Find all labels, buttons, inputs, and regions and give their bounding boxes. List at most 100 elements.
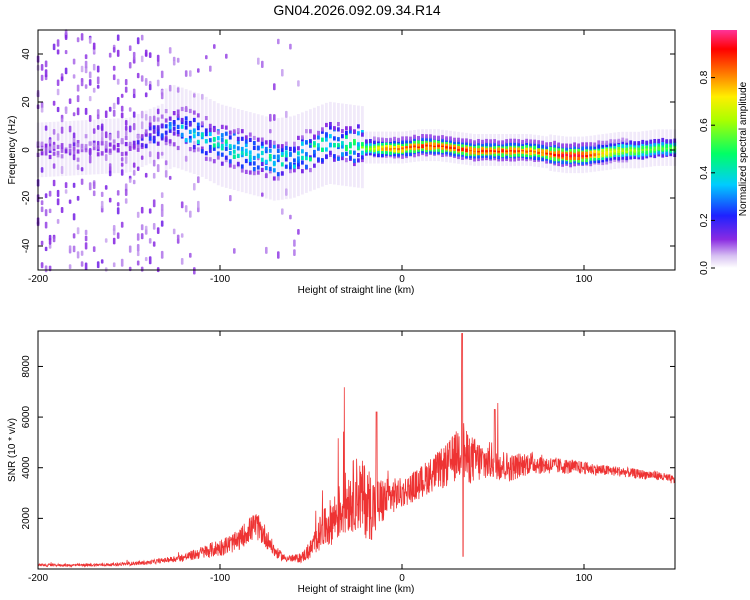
snr-xtick-label: 100	[576, 573, 593, 584]
spectrogram-cell	[457, 152, 460, 157]
spectrogram-cell	[224, 146, 228, 151]
snr-frame	[37, 330, 676, 570]
spectrogram-cell	[665, 151, 669, 156]
spectrogram-cell	[220, 152, 224, 157]
spectrogram-cell	[172, 111, 176, 116]
spectrogram-cell	[357, 153, 360, 158]
spectrogram-speckle	[120, 221, 124, 228]
spectrogram-cell	[641, 145, 645, 150]
spectrogram-speckle	[44, 209, 48, 217]
spectrogram-cell	[240, 129, 244, 134]
spectrogram-cell	[321, 147, 324, 152]
spectrogram-cell	[301, 155, 304, 160]
spectrogram-cell	[601, 143, 605, 148]
spectrogram-speckle	[108, 106, 112, 112]
spectrogram-cell	[481, 156, 484, 161]
spectrogram-speckle	[124, 120, 128, 126]
spectrogram-cell	[337, 122, 340, 127]
spectrogram-cell	[289, 146, 292, 151]
spectrogram-cell	[621, 155, 625, 160]
spectrogram-cell	[585, 160, 588, 165]
spectrogram-cell	[280, 162, 284, 167]
snr-ytick-label: 2000	[21, 507, 32, 530]
spectrogram-cell	[297, 151, 300, 156]
spectrogram-cell	[429, 149, 432, 154]
spectrogram-cell	[597, 153, 601, 158]
spectrogram-cell	[40, 146, 44, 151]
spectrogram-speckle	[132, 88, 136, 95]
spectrogram-speckle	[96, 84, 100, 89]
spectrogram-cell	[216, 155, 220, 160]
spectrogram-speckle	[80, 33, 84, 41]
spectrogram-cell	[429, 145, 432, 150]
spectrogram-speckle	[140, 75, 144, 82]
spectrogram-cell	[437, 149, 440, 154]
spectrogram-speckle	[269, 129, 272, 134]
spectrogram-cell	[341, 152, 344, 157]
snr-ticks: -200 -100 0 100 2000 4000 6000 8000	[21, 331, 675, 584]
spectrogram-cell	[593, 158, 597, 163]
spectrogram-cell	[260, 161, 264, 166]
spectrogram-cell	[641, 155, 645, 160]
spectrogram-cell	[597, 158, 601, 163]
spectrogram-cell	[72, 142, 76, 147]
spectrogram-cell	[48, 139, 52, 144]
spectrogram-cell	[637, 141, 641, 146]
spectrogram-speckle	[136, 166, 140, 171]
spectrogram-speckle	[56, 88, 60, 96]
spectrogram-cell	[549, 146, 552, 151]
spectrogram-halo	[212, 101, 216, 184]
spectrogram-cell	[236, 128, 240, 133]
spectrogram-speckle	[144, 92, 148, 98]
spectrogram-cell	[264, 159, 268, 164]
figure-title: GN04.2026.092.09.34.R14	[273, 2, 441, 18]
spectrogram-cell	[517, 139, 520, 144]
spectrogram-speckle	[152, 159, 156, 167]
spectrogram-cell	[140, 136, 144, 141]
snr-ytick-label: 4000	[21, 456, 32, 479]
spectrogram-cell	[301, 160, 304, 165]
spectrogram-cell	[176, 145, 180, 151]
spectrogram-cell	[112, 144, 116, 149]
spectrogram-cell	[44, 147, 48, 152]
spectrogram-cell	[525, 152, 528, 157]
spectrogram-speckle	[72, 154, 76, 161]
spectrogram-cell	[305, 129, 308, 134]
spectrogram-cell	[569, 153, 572, 158]
spectrogram-cell	[333, 154, 336, 159]
spectrogram-speckle	[136, 211, 140, 218]
spectrogram-speckle	[84, 54, 88, 60]
spectrogram-cell	[256, 153, 260, 158]
spectrogram-cell	[649, 139, 653, 144]
spectrogram-cell	[537, 152, 540, 158]
spectrogram-speckle	[277, 251, 280, 259]
spectrogram-cell	[345, 130, 348, 136]
spectrogram-cell	[609, 139, 613, 144]
spectrogram-cell	[525, 143, 528, 148]
spectrogram-speckle	[108, 170, 112, 177]
spectrogram-halo	[305, 110, 308, 193]
spectrogram-cell	[497, 146, 500, 151]
spectrogram-cell	[597, 156, 601, 161]
spectrogram-cell	[613, 139, 617, 144]
spectrogram-cell	[256, 146, 260, 151]
spectrogram-speckle	[136, 37, 140, 45]
spectrogram-cell	[529, 145, 532, 151]
spectrogram-cell	[48, 146, 52, 151]
spectrogram-cell	[212, 127, 216, 133]
spectrogram-cell	[509, 157, 512, 162]
spectrogram-speckle	[84, 84, 88, 89]
spectrogram-cell	[44, 151, 48, 156]
spectrogram-cell	[621, 150, 625, 155]
spectrogram-cell	[505, 154, 508, 159]
spectrogram-cell	[120, 138, 124, 143]
spectrogram-speckle	[160, 209, 164, 217]
spectrogram-cell	[481, 142, 484, 147]
spectrogram-cell	[505, 156, 508, 161]
spectrogram-speckle	[68, 248, 72, 254]
spectrogram-speckle	[152, 223, 156, 230]
spectrogram-cell	[293, 148, 296, 153]
spectrogram-cell	[597, 140, 601, 145]
spectrogram-cell	[485, 153, 488, 158]
